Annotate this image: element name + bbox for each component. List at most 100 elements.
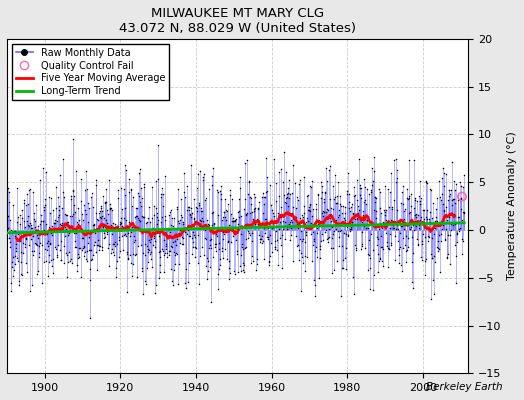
Point bbox=[216, 191, 225, 198]
Point bbox=[14, 231, 23, 237]
Point bbox=[334, 213, 342, 220]
Point bbox=[453, 214, 462, 220]
Point bbox=[60, 242, 68, 249]
Point bbox=[223, 226, 232, 232]
Point bbox=[72, 262, 81, 269]
Point bbox=[238, 246, 247, 252]
Point bbox=[113, 258, 121, 264]
Point bbox=[208, 210, 216, 216]
Point bbox=[176, 240, 184, 246]
Point bbox=[396, 244, 404, 250]
Point bbox=[138, 268, 147, 274]
Point bbox=[133, 205, 141, 211]
Point bbox=[221, 246, 230, 252]
Point bbox=[304, 206, 312, 213]
Point bbox=[374, 251, 383, 258]
Point bbox=[331, 194, 340, 200]
Point bbox=[420, 207, 428, 214]
Point bbox=[428, 255, 436, 261]
Point bbox=[223, 256, 231, 262]
Point bbox=[456, 179, 464, 185]
Point bbox=[444, 232, 452, 238]
Point bbox=[361, 184, 369, 190]
Point bbox=[387, 240, 396, 246]
Point bbox=[99, 193, 107, 199]
Point bbox=[87, 257, 95, 264]
Point bbox=[353, 216, 361, 222]
Point bbox=[434, 238, 442, 244]
Point bbox=[247, 260, 255, 266]
Point bbox=[128, 224, 137, 230]
Point bbox=[135, 170, 144, 176]
Point bbox=[451, 221, 460, 228]
Point bbox=[256, 224, 264, 230]
Point bbox=[161, 250, 169, 256]
Point bbox=[180, 189, 188, 195]
Point bbox=[215, 256, 224, 262]
Point bbox=[119, 215, 128, 222]
Point bbox=[356, 195, 365, 201]
Point bbox=[381, 208, 389, 215]
Point bbox=[409, 226, 418, 233]
Point bbox=[286, 190, 294, 197]
Point bbox=[21, 241, 29, 247]
Point bbox=[41, 196, 50, 202]
Point bbox=[301, 252, 310, 259]
Point bbox=[105, 263, 114, 269]
Point bbox=[146, 218, 154, 225]
Point bbox=[94, 243, 103, 249]
Point bbox=[147, 264, 156, 270]
Point bbox=[16, 230, 25, 236]
Point bbox=[33, 232, 41, 238]
Point bbox=[220, 209, 228, 216]
Point bbox=[143, 265, 151, 271]
Point bbox=[383, 243, 391, 250]
Point bbox=[177, 212, 185, 218]
Point bbox=[7, 259, 16, 265]
Point bbox=[260, 201, 269, 207]
Point bbox=[26, 220, 34, 226]
Point bbox=[268, 220, 277, 226]
Point bbox=[185, 211, 194, 218]
Point bbox=[265, 258, 273, 264]
Point bbox=[54, 242, 62, 248]
Point bbox=[211, 244, 220, 250]
Point bbox=[76, 226, 84, 233]
Point bbox=[81, 187, 89, 193]
Point bbox=[457, 206, 466, 212]
Point bbox=[452, 280, 460, 286]
Point bbox=[194, 281, 203, 288]
Point bbox=[220, 230, 228, 237]
Point bbox=[204, 245, 213, 251]
Point bbox=[419, 222, 427, 228]
Point bbox=[436, 219, 444, 226]
Point bbox=[450, 196, 458, 202]
Point bbox=[183, 206, 191, 213]
Point bbox=[169, 282, 177, 288]
Point bbox=[48, 206, 57, 213]
Point bbox=[195, 217, 204, 223]
Point bbox=[84, 240, 92, 246]
Point bbox=[362, 212, 370, 218]
Point bbox=[402, 248, 410, 254]
Point bbox=[115, 254, 123, 260]
Point bbox=[150, 212, 158, 218]
Point bbox=[318, 210, 326, 216]
Point bbox=[286, 219, 294, 225]
Point bbox=[369, 247, 377, 254]
Point bbox=[106, 205, 115, 212]
Point bbox=[40, 259, 48, 266]
Point bbox=[92, 182, 100, 188]
Point bbox=[287, 232, 295, 239]
Point bbox=[334, 228, 342, 234]
Point bbox=[345, 191, 354, 197]
Point bbox=[426, 208, 434, 215]
Point bbox=[212, 241, 220, 247]
Point bbox=[169, 249, 178, 255]
Point bbox=[350, 193, 358, 199]
Point bbox=[173, 251, 182, 257]
Point bbox=[116, 218, 125, 225]
Point bbox=[61, 212, 70, 218]
Point bbox=[118, 226, 127, 232]
Point bbox=[177, 196, 185, 202]
